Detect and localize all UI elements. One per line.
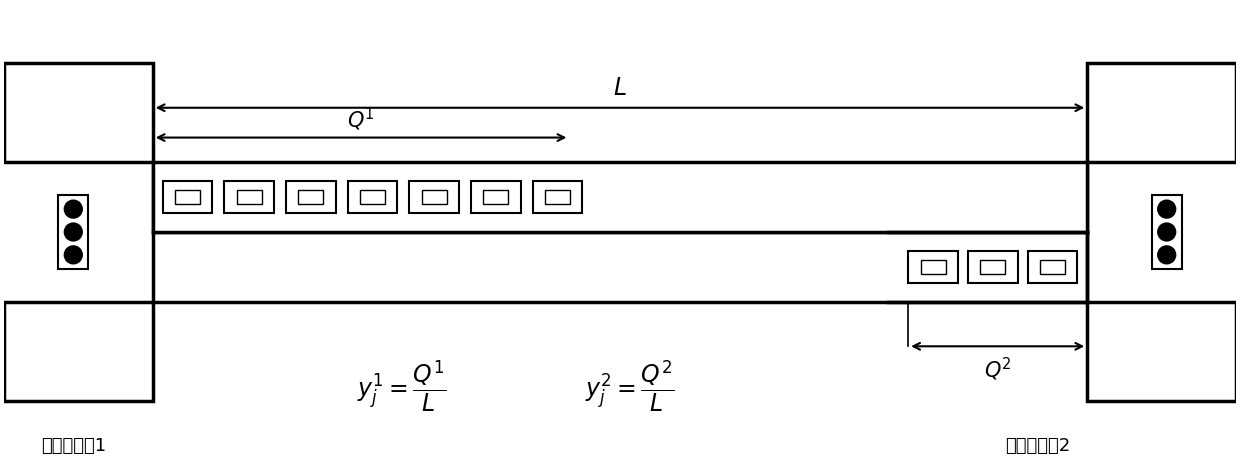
Circle shape (1158, 246, 1176, 264)
Bar (175, 190, 200, 204)
Text: 信号交叉口2: 信号交叉口2 (1004, 437, 1070, 455)
Text: $Q^1$: $Q^1$ (347, 105, 374, 133)
Circle shape (1158, 200, 1176, 218)
Bar (58, 195, 88, 269)
Bar (224, 181, 274, 213)
Text: $L$: $L$ (613, 76, 627, 100)
Bar (1087, 63, 1236, 163)
Bar (299, 190, 324, 204)
Circle shape (64, 200, 82, 218)
Bar (544, 190, 570, 204)
Bar (360, 190, 384, 204)
Bar (1028, 251, 1078, 283)
Bar (532, 181, 583, 213)
Bar (162, 181, 212, 213)
Bar (1087, 302, 1236, 401)
Bar (968, 251, 1018, 283)
Bar (484, 190, 508, 204)
Bar (347, 181, 397, 213)
Text: $Q^2$: $Q^2$ (983, 356, 1012, 383)
Bar (471, 181, 521, 213)
Bar (422, 190, 446, 204)
Bar (981, 260, 1006, 274)
Text: $y_j^2=\dfrac{Q^2}{L}$: $y_j^2=\dfrac{Q^2}{L}$ (585, 358, 675, 414)
Bar (4, 63, 153, 163)
Bar (286, 181, 336, 213)
Bar (237, 190, 262, 204)
Circle shape (1158, 223, 1176, 241)
Circle shape (64, 246, 82, 264)
Text: 信号交叉口1: 信号交叉口1 (41, 437, 105, 455)
Bar (409, 181, 459, 213)
Bar (4, 302, 153, 401)
Bar (1152, 195, 1182, 269)
Bar (1040, 260, 1065, 274)
Text: $y_j^1=\dfrac{Q^1}{L}$: $y_j^1=\dfrac{Q^1}{L}$ (357, 358, 446, 414)
Bar (920, 260, 946, 274)
Bar (908, 251, 959, 283)
Bar (153, 163, 1087, 232)
Circle shape (64, 223, 82, 241)
